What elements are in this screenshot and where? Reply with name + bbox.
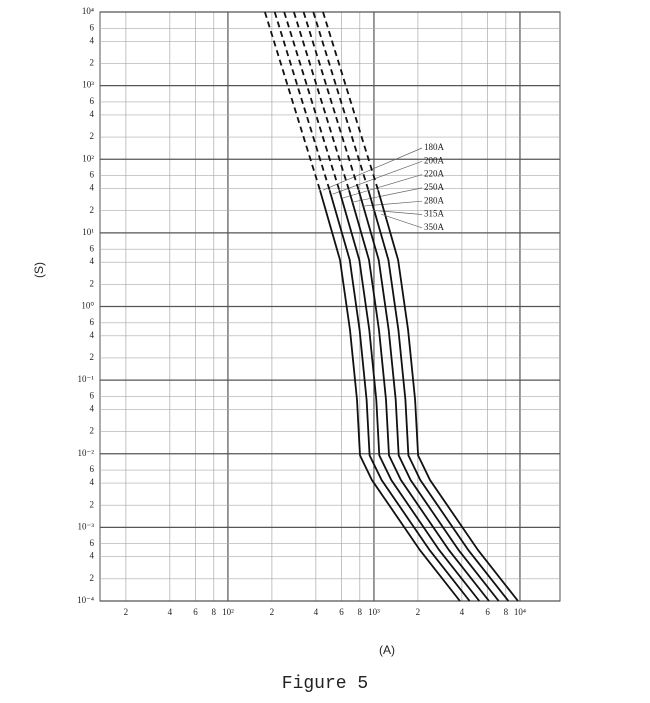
curve	[312, 11, 370, 191]
y-tick-label: 4	[90, 109, 95, 119]
y-tick-label: 2	[90, 573, 95, 583]
legend-label: 180A	[424, 142, 445, 152]
x-tick-label: 2	[124, 607, 129, 617]
y-tick-label: 10¹	[82, 227, 94, 237]
y-tick-label: 10⁰	[81, 301, 94, 311]
x-tick-label: 6	[485, 607, 490, 617]
y-tick-label: 6	[90, 243, 95, 253]
y-tick-label: 6	[90, 538, 95, 548]
y-tick-label: 2	[90, 131, 95, 141]
legend-label: 200A	[424, 155, 445, 165]
y-tick-label: 6	[90, 96, 95, 106]
x-tick-label: 6	[193, 607, 198, 617]
x-tick-label: 8	[358, 607, 363, 617]
curve	[283, 11, 341, 191]
y-tick-label: 4	[90, 330, 95, 340]
y-tick-label: 4	[90, 256, 95, 266]
y-tick-label: 4	[90, 35, 95, 45]
y-tick-label: 2	[90, 205, 95, 215]
curve	[328, 189, 471, 602]
legend-label: 280A	[424, 195, 445, 205]
y-tick-label: 6	[90, 22, 95, 32]
caption: Figure 5	[282, 674, 368, 694]
y-tick-label: 2	[90, 352, 95, 362]
y-tick-label: 2	[90, 499, 95, 509]
y-axis-label: (S)	[32, 262, 46, 278]
y-tick-label: 10³	[82, 80, 94, 90]
x-tick-label: 8	[504, 607, 509, 617]
curve	[319, 189, 461, 602]
y-tick-label: 4	[90, 477, 95, 487]
y-tick-label: 4	[90, 183, 95, 193]
leader-line	[361, 200, 423, 207]
curve	[348, 189, 490, 602]
x-tick-label: 6	[339, 607, 344, 617]
leader-line	[332, 160, 423, 195]
leader-line	[371, 209, 423, 215]
legend-label: 315A	[424, 209, 445, 219]
x-tick-label: 10⁴	[514, 607, 526, 617]
y-tick-label: 6	[90, 317, 95, 327]
curve	[302, 11, 360, 191]
curve	[273, 11, 331, 191]
y-tick-label: 4	[90, 403, 95, 413]
x-tick-label: 4	[168, 607, 173, 617]
y-tick-label: 10⁴	[82, 6, 94, 16]
y-tick-label: 10⁻¹	[78, 374, 95, 384]
legend-label: 220A	[424, 169, 445, 179]
x-tick-label: 2	[416, 607, 421, 617]
legend-label: 350A	[424, 222, 445, 232]
y-tick-label: 6	[90, 464, 95, 474]
y-tick-label: 2	[90, 278, 95, 288]
y-tick-label: 2	[90, 58, 95, 68]
x-tick-label: 4	[460, 607, 465, 617]
x-tick-label: 8	[212, 607, 217, 617]
leader-line	[342, 174, 423, 199]
y-tick-label: 2	[90, 426, 95, 436]
curve	[264, 11, 321, 191]
y-tick-label: 10⁻³	[78, 521, 95, 531]
curve	[322, 11, 379, 191]
leader-line	[351, 187, 423, 203]
curve	[357, 189, 500, 602]
y-tick-label: 4	[90, 551, 95, 561]
y-tick-label: 6	[90, 170, 95, 180]
curve	[338, 189, 481, 602]
y-tick-label: 6	[90, 391, 95, 401]
leader-line	[381, 213, 423, 229]
y-tick-label: 10⁻⁴	[77, 595, 94, 605]
curve	[293, 11, 350, 191]
legend-label: 250A	[424, 182, 445, 192]
x-tick-label: 10³	[368, 607, 380, 617]
x-tick-label: 4	[314, 607, 319, 617]
curve	[377, 189, 519, 602]
x-tick-label: 2	[270, 607, 275, 617]
x-tick-label: 10²	[222, 607, 234, 617]
curve	[367, 189, 510, 602]
y-tick-label: 10⁻²	[78, 448, 95, 458]
x-axis-label: (A)	[379, 643, 395, 657]
y-tick-label: 10²	[82, 153, 94, 163]
